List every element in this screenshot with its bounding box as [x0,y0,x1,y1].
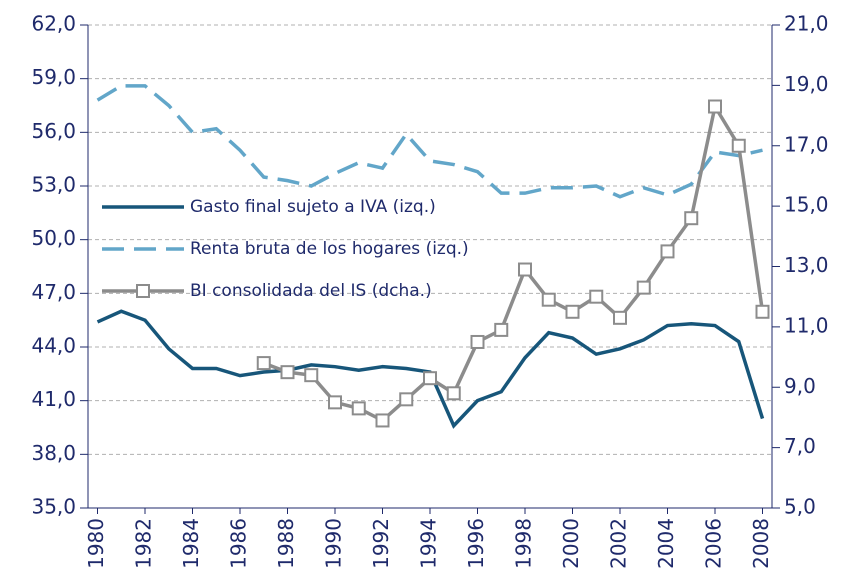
y2-tick-label: 7,0 [784,434,816,458]
marker [731,138,746,153]
marker [304,368,319,383]
marker [565,304,580,319]
marker [494,322,509,337]
marker [684,211,699,226]
x-tick-label: 1992 [369,518,393,569]
marker [636,280,651,295]
y-tick-label: 35,0 [31,495,76,519]
legend: Gasto final sujeto a IVA (izq.) Renta bru… [102,197,469,301]
marker [708,99,722,114]
y2-tick-label: 13,0 [784,253,829,277]
y-tick-label: 53,0 [31,173,76,197]
y-tick-label: 47,0 [31,280,76,304]
marker [446,386,461,401]
marker [541,292,556,307]
series-line [96,84,763,199]
x-tick-label: 1986 [227,518,251,569]
legend-label: BI consolidada del IS (dcha.) [190,281,432,301]
marker [328,395,342,410]
x-tick-label: 1988 [274,518,298,569]
x-tick-label: 2000 [559,518,583,569]
legend-marker [136,284,150,298]
y-tick-label: 44,0 [31,334,76,358]
y-tick-label: 41,0 [31,387,76,411]
y-tick-label: 38,0 [31,441,76,465]
y-tick-label: 59,0 [31,65,76,89]
x-tick-label: 2008 [749,518,773,569]
y-tick-label: 50,0 [31,226,76,250]
y2-tick-label: 5,0 [784,495,816,519]
x-tick-label: 1982 [132,518,156,569]
x-tick-label: 2002 [607,518,631,569]
legend-label: Gasto final sujeto a IVA (izq.) [190,197,436,217]
y-tick-label: 62,0 [31,12,76,36]
y2-tick-label: 21,0 [784,12,829,36]
marker [613,310,627,325]
x-tick-label: 1998 [512,518,536,569]
x-tick-label: 1994 [417,518,441,569]
x-tick-label: 1980 [84,518,108,569]
marker [589,289,604,304]
x-tick-label: 2004 [654,518,678,569]
y2-tick-label: 11,0 [784,313,829,337]
series-line [263,101,765,423]
x-tick-label: 1984 [179,518,203,569]
marker [375,413,390,428]
marker [470,334,485,349]
marker [518,262,532,277]
x-tick-label: 1996 [464,518,488,569]
x-tick-label: 1990 [322,518,346,569]
y2-tick-label: 17,0 [784,132,829,156]
legend-label: Renta bruta de los hogares (izq.) [190,239,469,259]
marker [351,401,366,416]
marker [423,371,437,386]
marker [660,244,675,259]
marker [280,365,295,380]
y-tick-label: 56,0 [31,119,76,143]
marker [256,356,271,371]
series-line [96,309,765,429]
marker [399,392,414,407]
marker [755,304,770,319]
y2-tick-label: 15,0 [784,193,829,217]
y2-tick-label: 19,0 [784,72,829,96]
y2-tick-label: 9,0 [784,374,816,398]
x-tick-label: 2006 [702,518,726,569]
